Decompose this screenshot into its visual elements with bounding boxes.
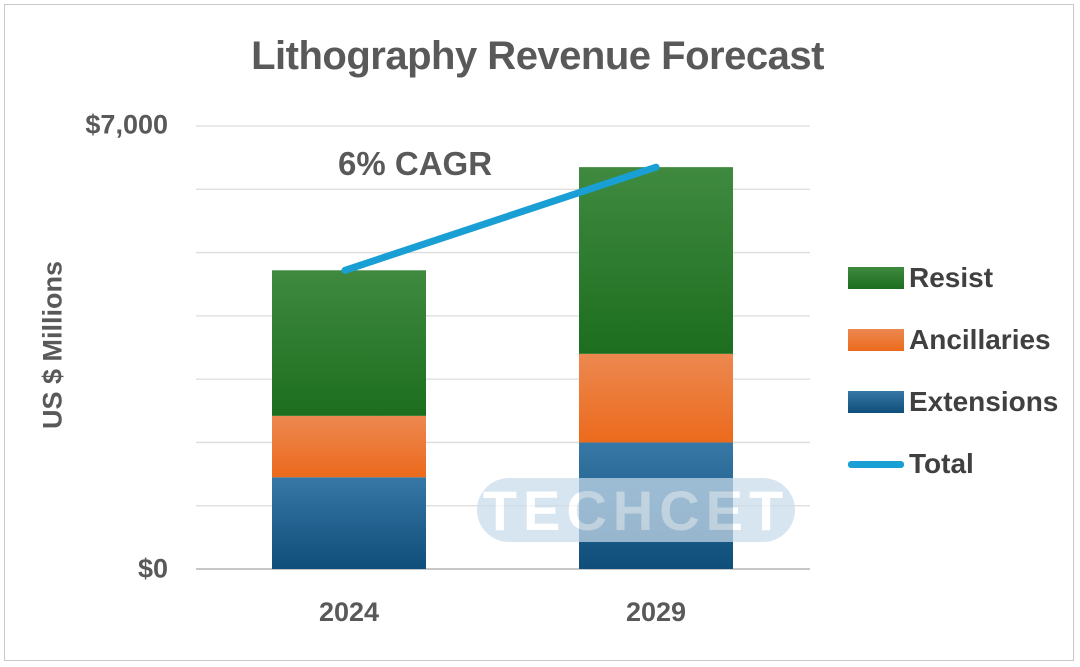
- legend-item-total: Total: [848, 448, 974, 480]
- chart-title: Lithography Revenue Forecast: [251, 34, 824, 78]
- y-tick-label-max: $7,000: [85, 109, 168, 140]
- legend-label-extensions: Extensions: [909, 386, 1059, 417]
- bar-ancillaries-2024: [272, 415, 426, 478]
- bar-resist-2029: [579, 167, 733, 354]
- legend-item-extensions: Extensions: [848, 386, 1058, 418]
- legend-swatch-total: [848, 460, 904, 468]
- legend-item-ancillaries: Ancillaries: [848, 324, 1051, 356]
- techcet-watermark: TECHCET: [477, 478, 795, 542]
- bar-ancillaries-2029: [579, 353, 733, 443]
- total-line: [341, 163, 660, 274]
- y-tick-label-zero: $0: [137, 553, 168, 584]
- legend-item-resist: Resist: [848, 262, 993, 294]
- legend-swatch-extensions: [848, 391, 904, 413]
- legend-swatch-resist: [848, 267, 904, 289]
- bar-resist-2024: [272, 270, 426, 416]
- x-tick-label-2024: 2024: [318, 597, 380, 627]
- x-tick-label-2029: 2029: [625, 597, 687, 627]
- legend-swatch-ancillaries: [848, 329, 904, 351]
- bar-extensions-2024: [272, 477, 426, 569]
- legend-label-resist: Resist: [909, 262, 994, 293]
- cagr-annotation: 6% CAGR: [338, 145, 493, 182]
- legend-label-total: Total: [909, 448, 974, 479]
- legend-label-ancillaries: Ancillaries: [909, 324, 1051, 355]
